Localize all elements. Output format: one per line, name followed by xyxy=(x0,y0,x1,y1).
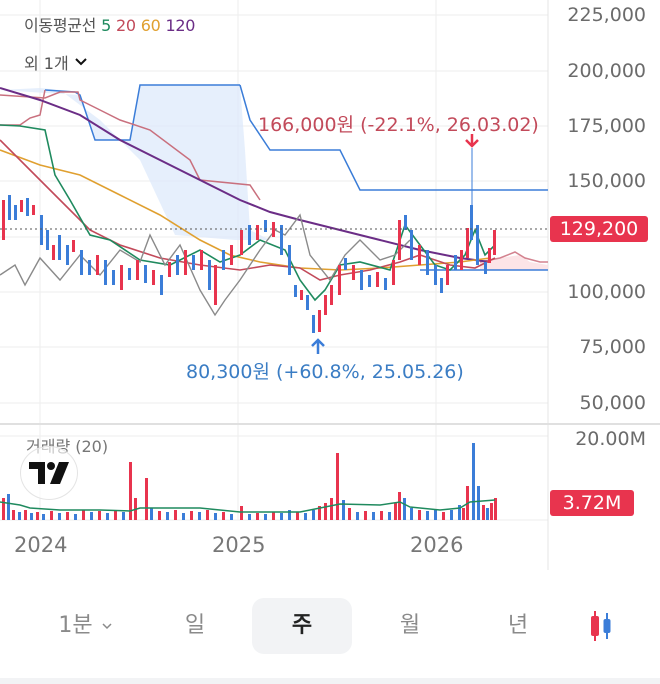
ma20-label: 20 xyxy=(116,16,136,35)
ma5-label: 5 xyxy=(101,16,111,35)
bottom-divider xyxy=(0,678,660,684)
y-tick-150000: 150,000 xyxy=(567,170,646,192)
ma-legend-label: 이동평균선 xyxy=(24,16,97,35)
tradingview-logo-icon xyxy=(29,462,69,484)
high-arrow-icon xyxy=(465,134,479,148)
x-tick-2026: 2026 xyxy=(410,533,464,557)
ma-legend[interactable]: 이동평균선 5 20 60 120 xyxy=(24,12,200,36)
y-tick-225000: 225,000 xyxy=(567,4,646,26)
candlestick-icon xyxy=(591,611,611,641)
chart-type-button[interactable] xyxy=(578,598,624,654)
more-indicators-label: 외 1개 xyxy=(24,54,69,73)
y-tick-175000: 175,000 xyxy=(567,115,646,137)
price-chart[interactable]: 이동평균선 5 20 60 120 외 1개 225,000 200,000 175,0… xyxy=(0,0,660,570)
current-volume-tag: 3.72M xyxy=(550,490,634,516)
chevron-down-icon xyxy=(75,58,87,66)
ma60-label: 60 xyxy=(140,16,161,35)
tab-day[interactable]: 일 xyxy=(184,613,206,638)
ma120-label: 120 xyxy=(165,16,196,35)
chevron-down-icon xyxy=(102,622,112,629)
timeframe-tabs: 1분 일 주 월 년 xyxy=(0,598,660,654)
low-arrow-icon xyxy=(311,338,325,354)
chart-canvas[interactable] xyxy=(0,0,660,570)
y-tick-100000: 100,000 xyxy=(567,281,646,303)
y-tick-50000: 50,000 xyxy=(579,392,646,414)
tradingview-logo[interactable] xyxy=(20,446,78,500)
x-tick-2025: 2025 xyxy=(212,533,266,557)
y-tick-75000: 75,000 xyxy=(579,336,646,358)
low-annotation: 80,300원 (+60.8%, 25.05.26) xyxy=(186,361,464,383)
x-tick-2024: 2024 xyxy=(14,533,68,557)
high-annotation: 166,000원 (-22.1%, 26.03.02) xyxy=(258,114,539,136)
tab-1min[interactable]: 1분 xyxy=(40,598,130,654)
current-price-tag: 129,200 xyxy=(550,216,648,242)
volume-axis-max: 20.00M xyxy=(575,428,646,450)
more-indicators-toggle[interactable]: 외 1개 xyxy=(24,50,87,74)
y-tick-200000: 200,000 xyxy=(567,60,646,82)
tab-year[interactable]: 년 xyxy=(507,613,529,638)
tab-1min-label: 1분 xyxy=(58,613,93,638)
tab-week[interactable]: 주 xyxy=(252,598,352,654)
tab-month[interactable]: 월 xyxy=(399,613,421,638)
